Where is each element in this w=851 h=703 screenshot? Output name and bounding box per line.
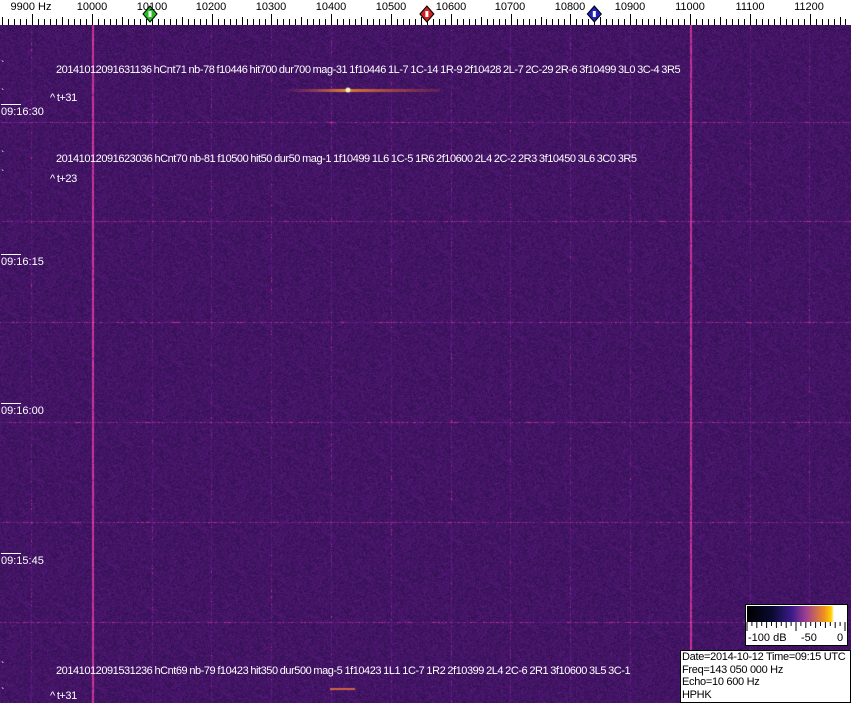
freq-label: 10900	[614, 1, 646, 13]
detection-offset: ^ t+31	[50, 92, 77, 104]
freq-label: 11200	[794, 1, 824, 13]
echo-frequency: Echo=10 600 Hz	[682, 676, 760, 688]
detection-offset: ^ t+31	[50, 690, 77, 702]
time-label: 09:16:15	[1, 254, 44, 268]
frequency-ticks	[2, 5, 846, 25]
detection-tick: `	[1, 88, 5, 99]
colorbar-legend: -100 dB -50 0	[745, 604, 848, 646]
spectrogram[interactable]	[0, 25, 851, 703]
colorbar	[747, 606, 846, 622]
freq-label: 11000	[675, 1, 705, 13]
info-box: Date=2014-10-12 Time=09:15 UTC Freq=143 …	[680, 650, 851, 703]
freq-label: 10200	[195, 1, 227, 13]
detection-label: 20141012091531236 hCnt69 nb-79 f10423 hi…	[56, 665, 631, 677]
detection-tick: `	[1, 661, 5, 672]
green-marker-center	[148, 11, 152, 17]
detection-label: 20141012091623036 hCnt70 nb-81 f10500 hi…	[56, 153, 637, 165]
freq-label: 11100	[735, 1, 765, 13]
freq-label: 9900 Hz	[10, 1, 52, 13]
detection-tick: `	[1, 687, 5, 698]
freq-label: 10600	[435, 1, 467, 13]
date-time: Date=2014-10-12 Time=09:15 UTC	[682, 651, 846, 663]
colorbar-mid: -50	[801, 632, 817, 644]
freq-label: 10400	[315, 1, 347, 13]
time-label: 09:16:30	[1, 104, 44, 118]
time-text: 09:16:15	[1, 256, 44, 268]
blue-marker-center	[592, 11, 596, 17]
detection-tick: `	[1, 150, 5, 161]
red-marker-center	[425, 11, 429, 17]
colorbar-ticks	[746, 622, 846, 631]
freq-label: 10000	[76, 1, 108, 13]
time-label: 09:16:00	[1, 403, 44, 417]
time-text: 09:16:00	[1, 405, 44, 417]
detection-offset: ^ t+23	[50, 173, 77, 185]
station: HPHK	[682, 688, 712, 701]
freq-label: 10100	[136, 1, 168, 13]
colorbar-min: -100 dB	[748, 632, 787, 644]
frequency: Freq=143 050 000 Hz	[682, 663, 784, 676]
freq-label: 10500	[375, 1, 407, 13]
time-text: 09:16:30	[1, 106, 44, 118]
time-text: 09:15:45	[1, 555, 44, 567]
freq-label: 10800	[554, 1, 586, 13]
detection-tick: `	[1, 60, 5, 71]
colorbar-max: 0	[837, 632, 844, 644]
time-label: 09:15:45	[1, 553, 44, 567]
detection-label: 20141012091631136 hCnt71 nb-78 f10446 hi…	[56, 64, 681, 76]
frequency-axis: 9900 Hz 10000 10100 10200 10300 10400 10…	[0, 0, 851, 25]
detection-tick: `	[1, 169, 5, 180]
freq-label: 10300	[255, 1, 287, 13]
freq-label: 10700	[494, 1, 526, 13]
